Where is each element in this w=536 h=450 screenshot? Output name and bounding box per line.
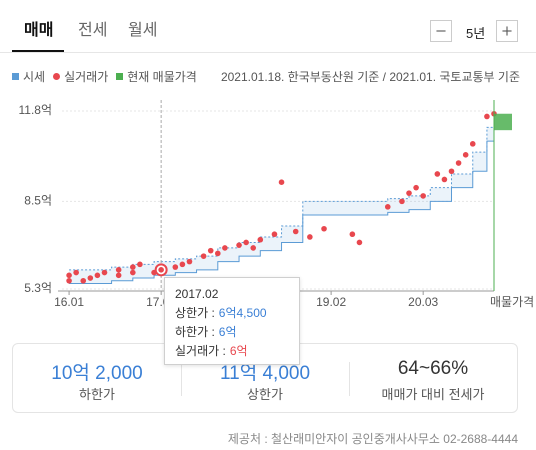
tooltip-value: 6억 bbox=[229, 344, 248, 358]
legend-label: 실거래가 bbox=[64, 70, 109, 84]
summary-divider bbox=[349, 362, 350, 396]
footer: 제공처 : 철산래미안자이 공인중개사사무소 02-2688-4444 bbox=[227, 432, 518, 446]
tooltip-label: 상한가 : bbox=[175, 306, 215, 320]
summary-value: 10억 2,000 bbox=[51, 363, 143, 384]
trade-point bbox=[207, 247, 214, 254]
trade-point bbox=[271, 231, 278, 238]
tooltip-label: 실거래가 : bbox=[175, 344, 226, 358]
tooltip-row: 하한가 :6억 bbox=[175, 323, 289, 342]
trade-point bbox=[441, 176, 448, 183]
trade-point bbox=[250, 245, 257, 251]
trade-point bbox=[66, 272, 72, 279]
price-band-upper bbox=[69, 116, 495, 271]
trade-point bbox=[448, 168, 455, 175]
summary-label: 상한가 bbox=[247, 387, 283, 402]
trade-point bbox=[186, 258, 193, 265]
tooltip: 2017.02 상한가 :6억4,500 하한가 :6억 실거래가 :6억 bbox=[164, 277, 300, 365]
trade-point bbox=[115, 272, 122, 279]
trade-point bbox=[307, 234, 313, 240]
tab[interactable]: 월세 bbox=[128, 22, 158, 39]
trade-point bbox=[215, 250, 221, 257]
trade-point bbox=[158, 267, 164, 273]
y-tick-label: 11.8억 bbox=[18, 103, 52, 117]
trade-point bbox=[434, 171, 441, 177]
x-tick-label: 19.02 bbox=[316, 295, 346, 309]
listing-axis-label: 매물가격 bbox=[490, 295, 534, 309]
trade-point bbox=[413, 184, 419, 191]
y-tick-label: 8.5억 bbox=[24, 194, 52, 208]
tab[interactable]: 매매 bbox=[24, 22, 54, 39]
summary-box: 10억 2,000 하한가 11억 4,000 상한가 64~66% 매매가 대비 전세가 bbox=[12, 343, 518, 413]
zoom-in-button[interactable] bbox=[496, 20, 518, 42]
tooltip-value: 6억4,500 bbox=[218, 306, 267, 320]
trade-point bbox=[73, 269, 79, 276]
trade-point bbox=[236, 242, 242, 248]
trade-point bbox=[66, 277, 72, 284]
zoom-out-button[interactable] bbox=[430, 20, 452, 42]
trade-point bbox=[469, 141, 476, 147]
tab[interactable]: 전세 bbox=[78, 22, 108, 39]
trade-point bbox=[137, 261, 143, 268]
tooltip-row: 실거래가 :6억 bbox=[175, 342, 289, 361]
tooltip-value: 6억 bbox=[218, 325, 237, 339]
x-tick-label: 16.01 bbox=[54, 295, 84, 309]
chart: 5.3억8.5억11.8억16.0117.0218.0219.0220.03매물… bbox=[18, 100, 534, 309]
trade-point bbox=[278, 179, 285, 185]
divider bbox=[0, 52, 536, 53]
trade-point bbox=[179, 261, 186, 268]
summary-divider bbox=[181, 362, 182, 396]
trade-point bbox=[222, 245, 228, 251]
trade-point bbox=[484, 113, 490, 120]
legend-marker bbox=[53, 73, 61, 80]
trade-point bbox=[243, 239, 249, 246]
trade-point bbox=[80, 277, 87, 284]
trade-point bbox=[94, 272, 101, 279]
summary-value: 64~66% bbox=[397, 358, 469, 379]
trade-point bbox=[462, 152, 469, 158]
trade-point bbox=[172, 264, 179, 270]
summary-item: 10억 2,000 하한가 bbox=[13, 344, 181, 412]
trade-point bbox=[406, 190, 412, 196]
trade-point bbox=[321, 225, 327, 232]
trade-point bbox=[292, 228, 299, 235]
legend: 시세 실거래가 현재 매물가격 bbox=[12, 68, 197, 85]
trade-point bbox=[87, 275, 94, 281]
summary-value: 11억 4,000 bbox=[219, 363, 311, 384]
listing-range bbox=[494, 113, 512, 131]
x-tick-label: 20.03 bbox=[408, 295, 438, 309]
trade-point bbox=[399, 198, 405, 205]
y-tick-label: 5.3억 bbox=[24, 281, 52, 295]
trade-point bbox=[384, 204, 391, 210]
legend-label: 현재 매물가격 bbox=[127, 70, 197, 84]
source-note: 2021.01.18. 한국부동산원 기준 / 2021.01. 국토교통부 기… bbox=[220, 70, 520, 84]
trade-point bbox=[130, 269, 136, 276]
price-band-lower bbox=[69, 127, 495, 285]
summary-label: 매매가 대비 전세가 bbox=[381, 387, 485, 402]
tooltip-row: 상한가 :6억4,500 bbox=[175, 304, 289, 323]
period-label: 5년 bbox=[466, 26, 486, 41]
price-band-area bbox=[69, 116, 494, 284]
tooltip-date: 2017.02 bbox=[175, 287, 219, 301]
trade-point bbox=[200, 253, 207, 259]
legend-label: 시세 bbox=[23, 70, 46, 84]
legend-marker bbox=[116, 73, 124, 80]
summary-item: 64~66% 매매가 대비 전세가 bbox=[349, 344, 517, 412]
trade-point bbox=[349, 231, 356, 238]
legend-marker bbox=[12, 73, 19, 80]
trade-point bbox=[115, 267, 122, 273]
trade-point bbox=[356, 239, 363, 246]
tab-underline bbox=[12, 50, 64, 52]
trade-point bbox=[130, 264, 136, 270]
trade-point bbox=[455, 160, 462, 166]
trade-point bbox=[101, 269, 108, 276]
tooltip-label: 하한가 : bbox=[175, 325, 215, 339]
summary-label: 하한가 bbox=[79, 387, 115, 402]
trade-point bbox=[257, 236, 264, 243]
summary-item: 11억 4,000 상한가 bbox=[181, 344, 349, 412]
trade-point bbox=[420, 193, 426, 199]
